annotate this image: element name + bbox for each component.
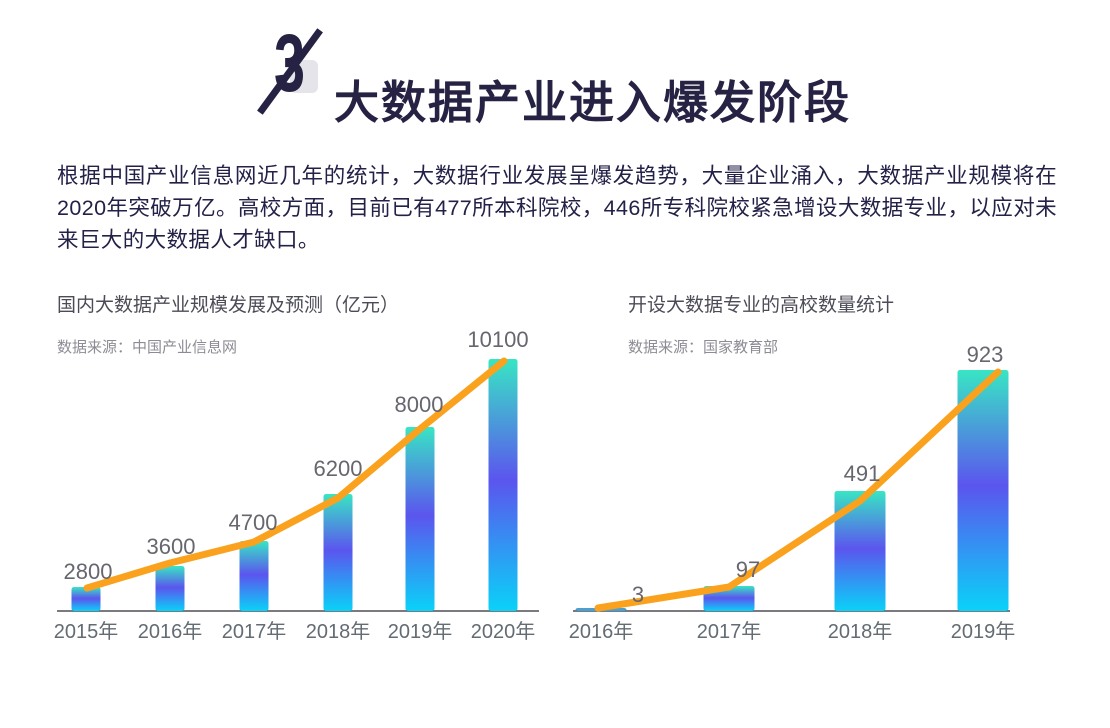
right-chart-source: 数据来源：国家教育部	[628, 339, 779, 356]
year-label: 2016年	[569, 620, 634, 643]
bar	[239, 541, 269, 611]
year-label: 2019年	[388, 620, 453, 643]
year-label: 2017年	[697, 620, 762, 643]
value-label: 8000	[395, 392, 444, 417]
year-label: 2016年	[138, 620, 203, 643]
value-label: 97	[736, 557, 760, 582]
value-label: 3	[632, 582, 644, 607]
trend-line	[83, 357, 508, 592]
value-label: 10100	[467, 327, 528, 352]
section-number-badge: 3	[256, 15, 340, 125]
left-chart-source: 数据来源：中国产业信息网	[57, 339, 238, 356]
bar	[957, 370, 1009, 611]
intro-paragraph: 根据中国产业信息网近几年的统计，大数据行业发展呈爆发趋势，大量企业涌入，大数据产…	[57, 163, 1057, 252]
bar	[405, 427, 435, 611]
bar	[323, 494, 353, 611]
bar	[834, 491, 886, 611]
bar	[488, 359, 518, 611]
right-chart-title: 开设大数据专业的高校数量统计	[628, 295, 895, 316]
left-chart-title: 国内大数据产业规模发展及预测（亿元）	[57, 295, 400, 316]
year-label: 2017年	[222, 620, 287, 643]
year-label: 2020年	[471, 620, 536, 643]
value-label: 2800	[64, 559, 113, 584]
year-label: 2019年	[951, 620, 1016, 643]
value-label: 6200	[314, 456, 363, 481]
page-title: 大数据产业进入爆发阶段	[334, 77, 852, 129]
value-label: 4700	[229, 510, 278, 535]
year-label: 2018年	[306, 620, 371, 643]
trend-line	[594, 368, 1002, 612]
value-label: 923	[967, 342, 1004, 367]
year-label: 2018年	[828, 620, 893, 643]
year-label: 2015年	[54, 620, 119, 643]
value-label: 491	[844, 461, 881, 486]
value-label: 3600	[147, 534, 196, 559]
bar	[155, 566, 185, 611]
bar	[71, 587, 101, 611]
